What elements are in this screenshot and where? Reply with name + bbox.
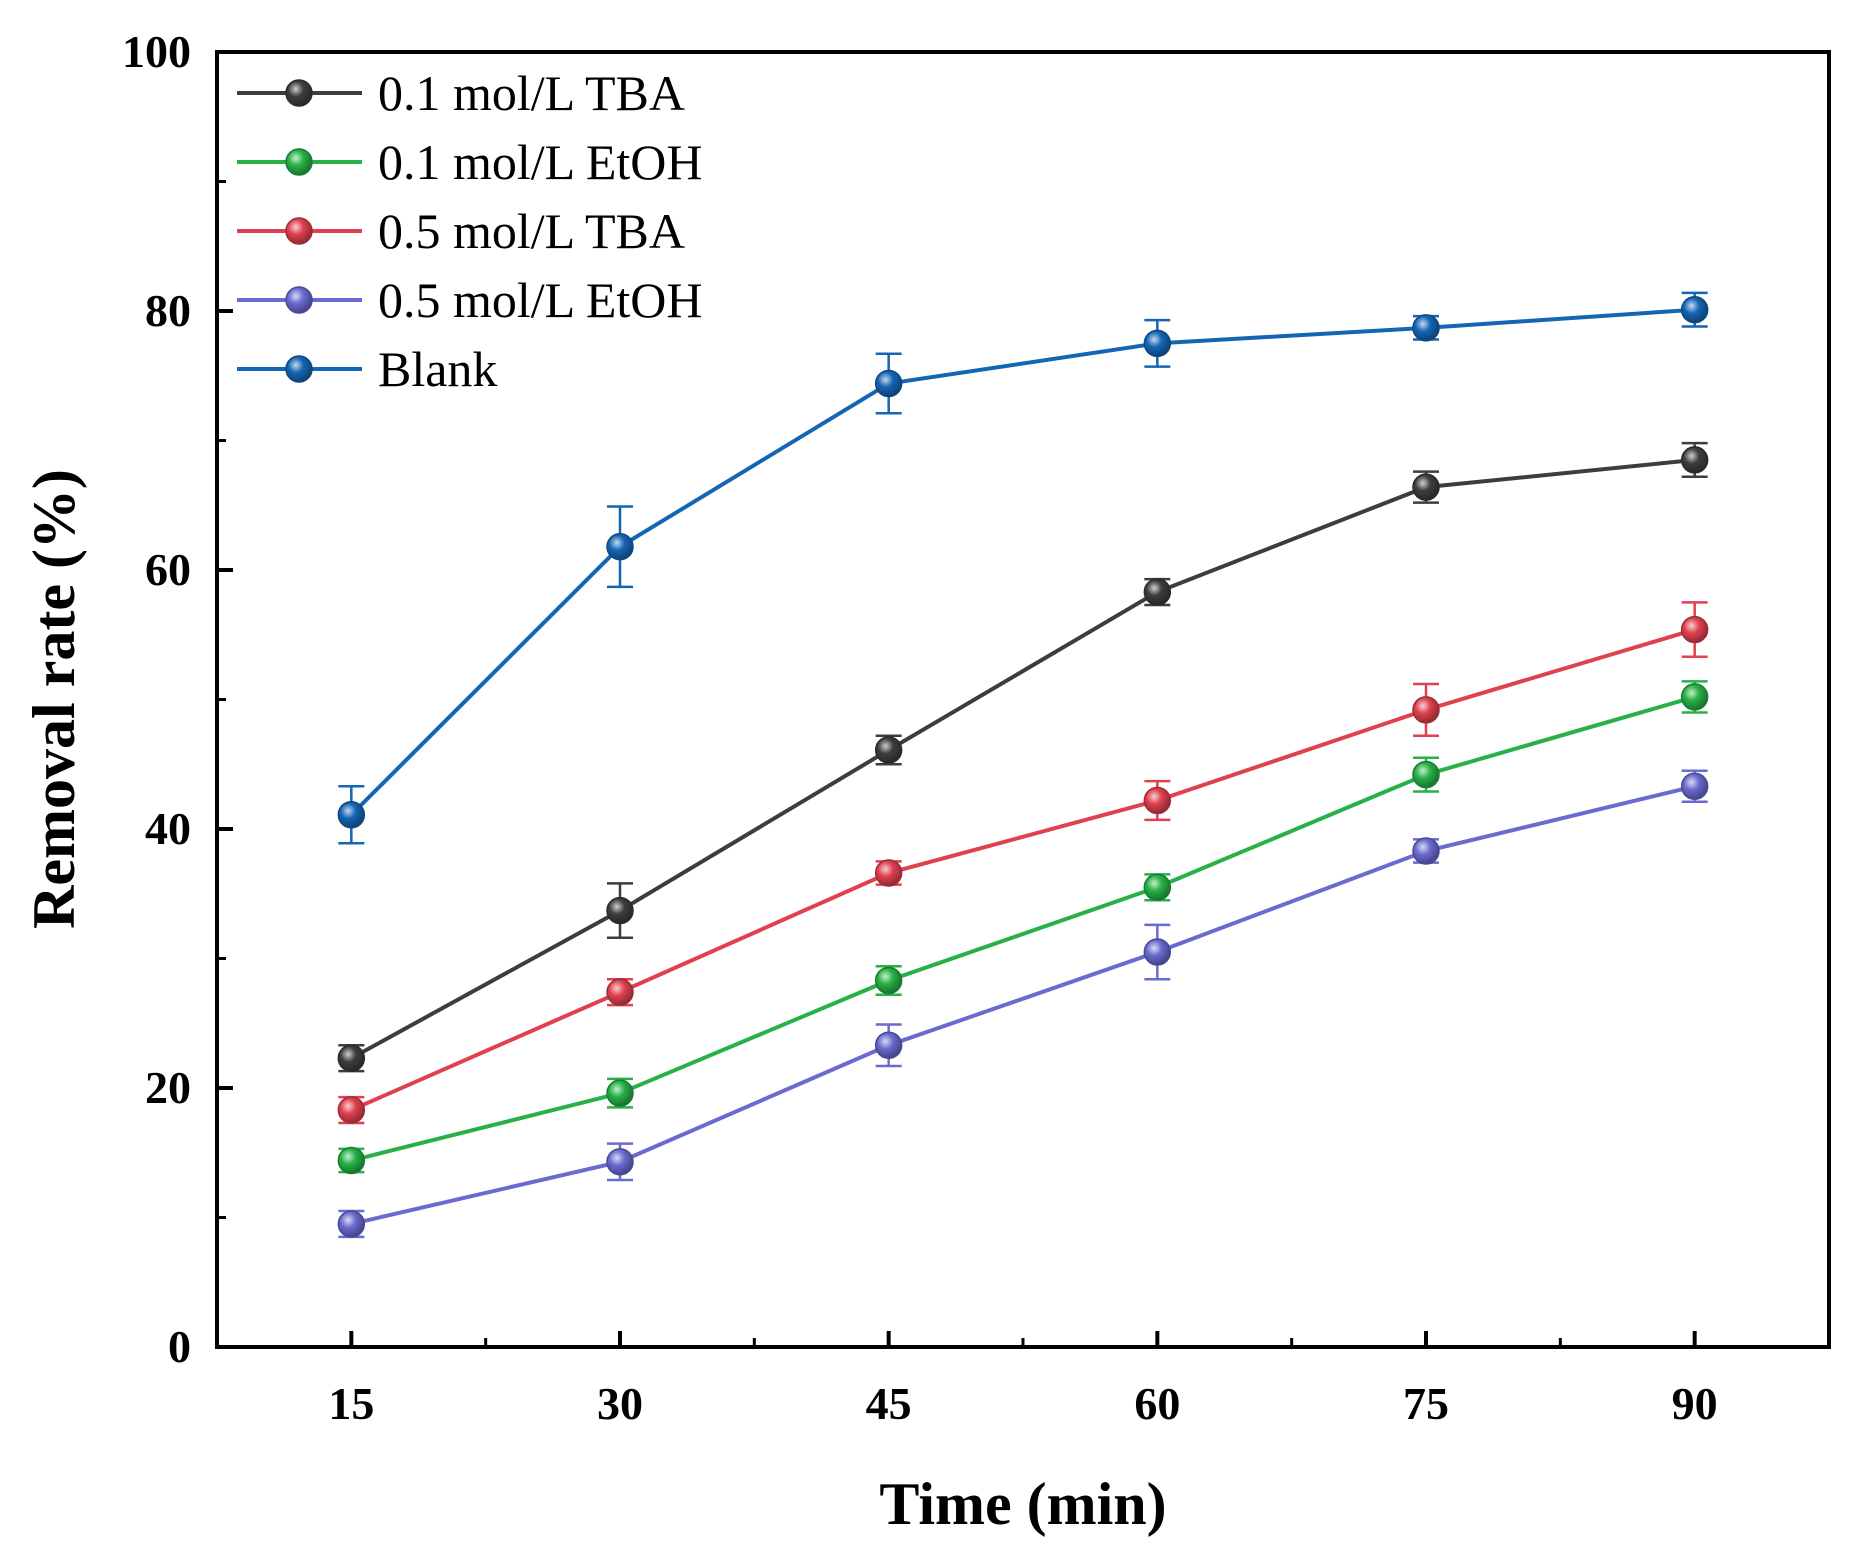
legend-item: 0.5 mol/L TBA xyxy=(237,203,685,259)
legend-marker xyxy=(285,217,313,245)
series-line xyxy=(350,627,1696,1112)
data-point xyxy=(1412,696,1440,724)
legend-label: 0.1 mol/L EtOH xyxy=(378,134,703,190)
y-tick-label: 80 xyxy=(145,285,191,336)
series-line xyxy=(350,694,1696,1163)
series-0-1-mol-l-tba xyxy=(337,441,1709,1073)
plot-marks xyxy=(337,291,1709,1239)
data-point xyxy=(1143,578,1172,606)
legend-label: 0.5 mol/L TBA xyxy=(378,203,685,259)
data-point xyxy=(606,896,634,925)
y-axis-title: Removal rate (%) xyxy=(21,469,87,929)
data-point xyxy=(1143,329,1172,358)
legend-label: 0.1 mol/L TBA xyxy=(378,65,685,121)
y-tick-label: 20 xyxy=(145,1062,191,1113)
series-blank xyxy=(337,291,1709,845)
y-tick-label: 0 xyxy=(168,1321,191,1372)
data-point xyxy=(874,736,903,764)
data-point xyxy=(874,1031,903,1060)
series-line xyxy=(350,784,1696,1226)
data-point xyxy=(606,978,634,1006)
legend-marker xyxy=(285,148,313,176)
y-tick-label: 40 xyxy=(145,803,191,854)
data-point xyxy=(1680,683,1709,711)
legend-label: 0.5 mol/L EtOH xyxy=(378,272,703,328)
data-point xyxy=(606,532,634,561)
x-tick-label: 75 xyxy=(1403,1378,1449,1429)
data-point xyxy=(337,1044,366,1072)
legend-marker xyxy=(285,355,313,383)
data-point xyxy=(1412,760,1440,789)
data-point xyxy=(606,1148,634,1176)
series-line xyxy=(350,457,1695,1060)
series-0-5-mol-l-tba xyxy=(337,601,1709,1125)
data-point xyxy=(874,966,903,995)
x-tick-label: 45 xyxy=(866,1378,912,1429)
data-point xyxy=(1143,786,1172,815)
legend: 0.1 mol/L TBA 0.1 mol/L EtOH 0.5 mol/L TBA… xyxy=(237,65,703,397)
x-tick-label: 90 xyxy=(1672,1378,1718,1429)
legend-label: Blank xyxy=(378,341,497,397)
data-point xyxy=(1680,615,1709,644)
x-axis-title: Time (min) xyxy=(879,1471,1166,1537)
series-0-5-mol-l-etoh xyxy=(337,769,1709,1239)
data-point xyxy=(1412,837,1440,865)
x-tick-label: 60 xyxy=(1134,1378,1180,1429)
x-tick-label: 15 xyxy=(328,1378,374,1429)
data-point xyxy=(1680,772,1709,801)
series-0-1-mol-l-etoh xyxy=(337,680,1709,1175)
data-point xyxy=(337,1146,366,1175)
legend-item: 0.1 mol/L EtOH xyxy=(237,134,703,190)
legend-marker xyxy=(285,79,313,107)
data-point xyxy=(1143,873,1172,902)
legend-item: 0.5 mol/L EtOH xyxy=(237,272,703,328)
y-tick-label: 100 xyxy=(122,26,191,77)
data-point xyxy=(874,859,903,887)
legend-item: Blank xyxy=(237,341,497,397)
axis-ticks: 15 30 45 60 75 90 0 20 40 60 80 100 xyxy=(122,26,1718,1429)
data-point xyxy=(874,369,903,398)
data-point xyxy=(337,1210,366,1238)
data-point xyxy=(337,1096,366,1124)
data-point xyxy=(606,1079,634,1107)
data-point xyxy=(1412,314,1440,342)
data-point xyxy=(337,801,366,829)
data-point xyxy=(1680,295,1709,324)
x-tick-label: 30 xyxy=(597,1378,643,1429)
data-point xyxy=(1412,473,1440,501)
data-point xyxy=(1143,938,1172,966)
data-point xyxy=(1680,446,1709,474)
y-tick-label: 60 xyxy=(145,544,191,595)
legend-marker xyxy=(285,286,313,314)
legend-item: 0.1 mol/L TBA xyxy=(237,65,685,121)
series-line xyxy=(349,307,1695,817)
